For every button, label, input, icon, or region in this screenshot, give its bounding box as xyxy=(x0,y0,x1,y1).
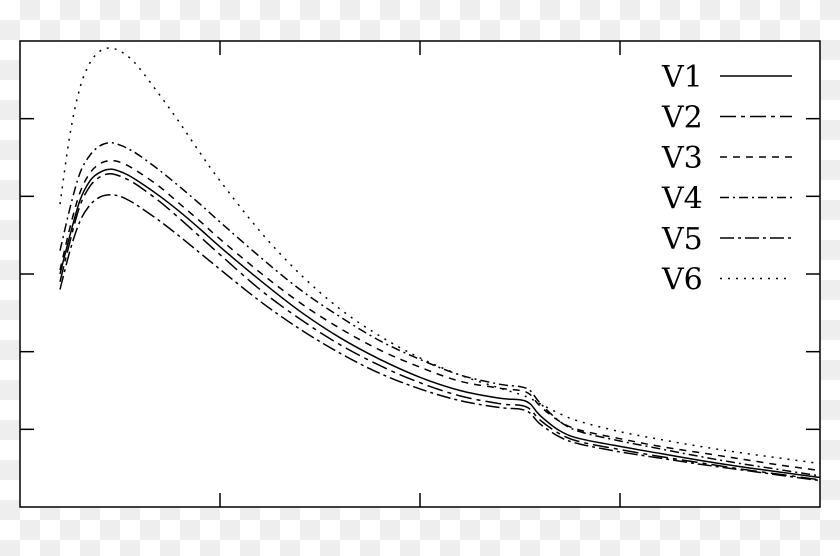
series-line-v4 xyxy=(59,141,821,477)
legend-label-v6: V6 xyxy=(661,263,703,298)
legend-label-v1: V1 xyxy=(661,60,703,95)
legend-label-v3: V3 xyxy=(661,141,703,176)
legend: V1 V2 V3 V4 V5 V6 xyxy=(661,60,792,298)
series-group xyxy=(59,47,821,482)
legend-label-v5: V5 xyxy=(661,222,703,257)
legend-label-v4: V4 xyxy=(661,182,703,217)
series-line-v2 xyxy=(59,173,821,481)
series-line-v1 xyxy=(59,168,821,479)
series-line-v5 xyxy=(59,194,821,482)
axis-ticks xyxy=(20,41,820,507)
plot-frame xyxy=(19,40,821,508)
legend-label-v2: V2 xyxy=(661,101,703,136)
series-line-v3 xyxy=(59,159,821,472)
